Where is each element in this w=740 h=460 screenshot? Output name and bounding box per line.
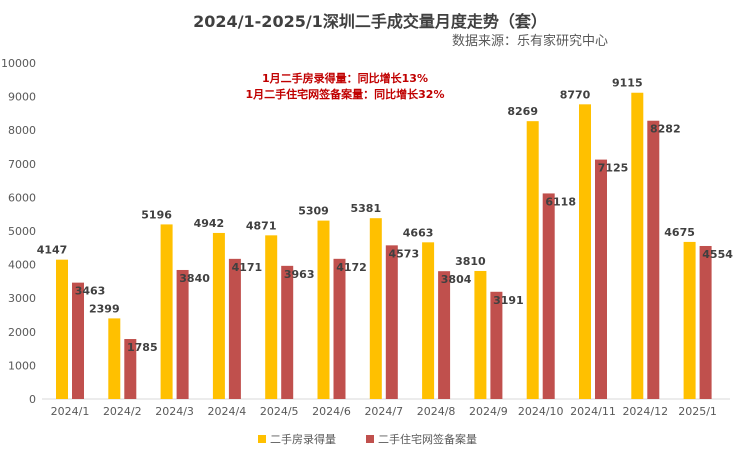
data-label: 2399	[89, 302, 120, 315]
data-label: 8269	[507, 105, 538, 118]
data-label: 4871	[246, 219, 277, 232]
annotation-2: 1月二手住宅网签备案量：同比增长32%	[245, 88, 445, 101]
legend-swatch	[258, 435, 266, 443]
data-label: 4942	[194, 217, 225, 230]
data-label: 4172	[336, 261, 367, 274]
data-label: 3191	[493, 294, 524, 307]
bar-recorded	[474, 270, 487, 399]
x-tick-label: 2025/1	[678, 405, 717, 418]
bar-recorded	[683, 241, 696, 399]
bar-recorded	[56, 259, 68, 399]
bar-registered	[699, 245, 712, 399]
bar-registered	[228, 258, 241, 399]
data-label: 9115	[612, 77, 643, 90]
x-tick-label: 2024/11	[570, 405, 616, 418]
y-tick-label: 2000	[8, 326, 36, 339]
bar-registered	[333, 258, 346, 399]
bar-recorded	[317, 220, 330, 399]
bar-recorded	[631, 92, 644, 400]
bar-recorded	[422, 242, 435, 399]
bar-recorded	[579, 104, 591, 399]
bar-registered	[124, 339, 137, 399]
bar-recorded	[108, 318, 121, 399]
y-tick-label: 4000	[8, 259, 36, 272]
data-label: 4147	[37, 244, 68, 257]
bar-recorded	[160, 224, 173, 399]
bar-registered	[438, 271, 451, 399]
y-tick-label: 8000	[8, 124, 36, 137]
x-tick-label: 2024/6	[312, 405, 351, 418]
x-tick-label: 2024/2	[103, 405, 142, 418]
data-label: 4675	[664, 226, 695, 239]
x-tick-label: 2024/9	[469, 405, 508, 418]
y-tick-label: 7000	[8, 158, 36, 171]
data-label: 5309	[298, 205, 329, 218]
y-tick-label: 10000	[1, 57, 36, 70]
data-label: 4554	[702, 248, 733, 261]
data-label: 3963	[284, 268, 315, 281]
data-label: 3804	[441, 273, 472, 286]
annotation-1: 1月二手房录得量：同比增长13%	[262, 72, 428, 85]
data-label: 8282	[650, 123, 681, 136]
bar-registered	[385, 245, 398, 399]
chart-title: 2024/1-2025/1深圳二手成交量月度走势（套）	[193, 12, 547, 31]
legend-swatch	[366, 435, 374, 443]
x-tick-label: 2024/10	[518, 405, 564, 418]
data-label: 3810	[455, 255, 486, 268]
x-tick-label: 2024/5	[260, 405, 299, 418]
data-label: 4171	[232, 261, 263, 274]
legend-label: 二手房录得量	[270, 432, 336, 446]
data-label: 5196	[141, 208, 172, 221]
y-tick-label: 9000	[8, 91, 36, 104]
y-tick-label: 0	[29, 393, 36, 406]
data-label: 3463	[75, 285, 106, 298]
chart-subtitle: 数据来源：乐有家研究中心	[451, 34, 608, 49]
bar-recorded	[526, 121, 539, 400]
bar-recorded	[369, 218, 382, 399]
bar-registered	[542, 193, 555, 399]
x-tick-label: 2024/12	[622, 405, 668, 418]
data-label: 1785	[127, 341, 158, 354]
x-tick-label: 2024/1	[51, 405, 90, 418]
x-tick-label: 2024/7	[364, 405, 403, 418]
data-label: 6118	[545, 195, 576, 208]
bar-registered	[72, 282, 84, 399]
data-label: 4663	[403, 226, 434, 239]
x-tick-label: 2024/8	[417, 405, 456, 418]
bar-registered	[595, 159, 607, 399]
data-label: 5381	[350, 202, 381, 215]
bar-registered	[176, 269, 189, 399]
data-label: 8770	[560, 88, 591, 101]
bar-registered	[281, 265, 294, 399]
y-tick-label: 6000	[8, 191, 36, 204]
data-label: 3840	[179, 272, 210, 285]
data-label: 7125	[598, 162, 629, 175]
bar-registered	[490, 291, 503, 399]
bar-recorded	[212, 232, 225, 399]
bar-recorded	[265, 235, 278, 399]
y-tick-label: 1000	[8, 359, 36, 372]
y-tick-label: 5000	[8, 225, 36, 238]
bar-registered	[647, 120, 660, 400]
data-label: 4573	[388, 247, 419, 260]
legend-label: 二手住宅网签备案量	[378, 432, 477, 446]
y-tick-label: 3000	[8, 292, 36, 305]
x-tick-label: 2024/4	[208, 405, 247, 418]
x-tick-label: 2024/3	[155, 405, 194, 418]
